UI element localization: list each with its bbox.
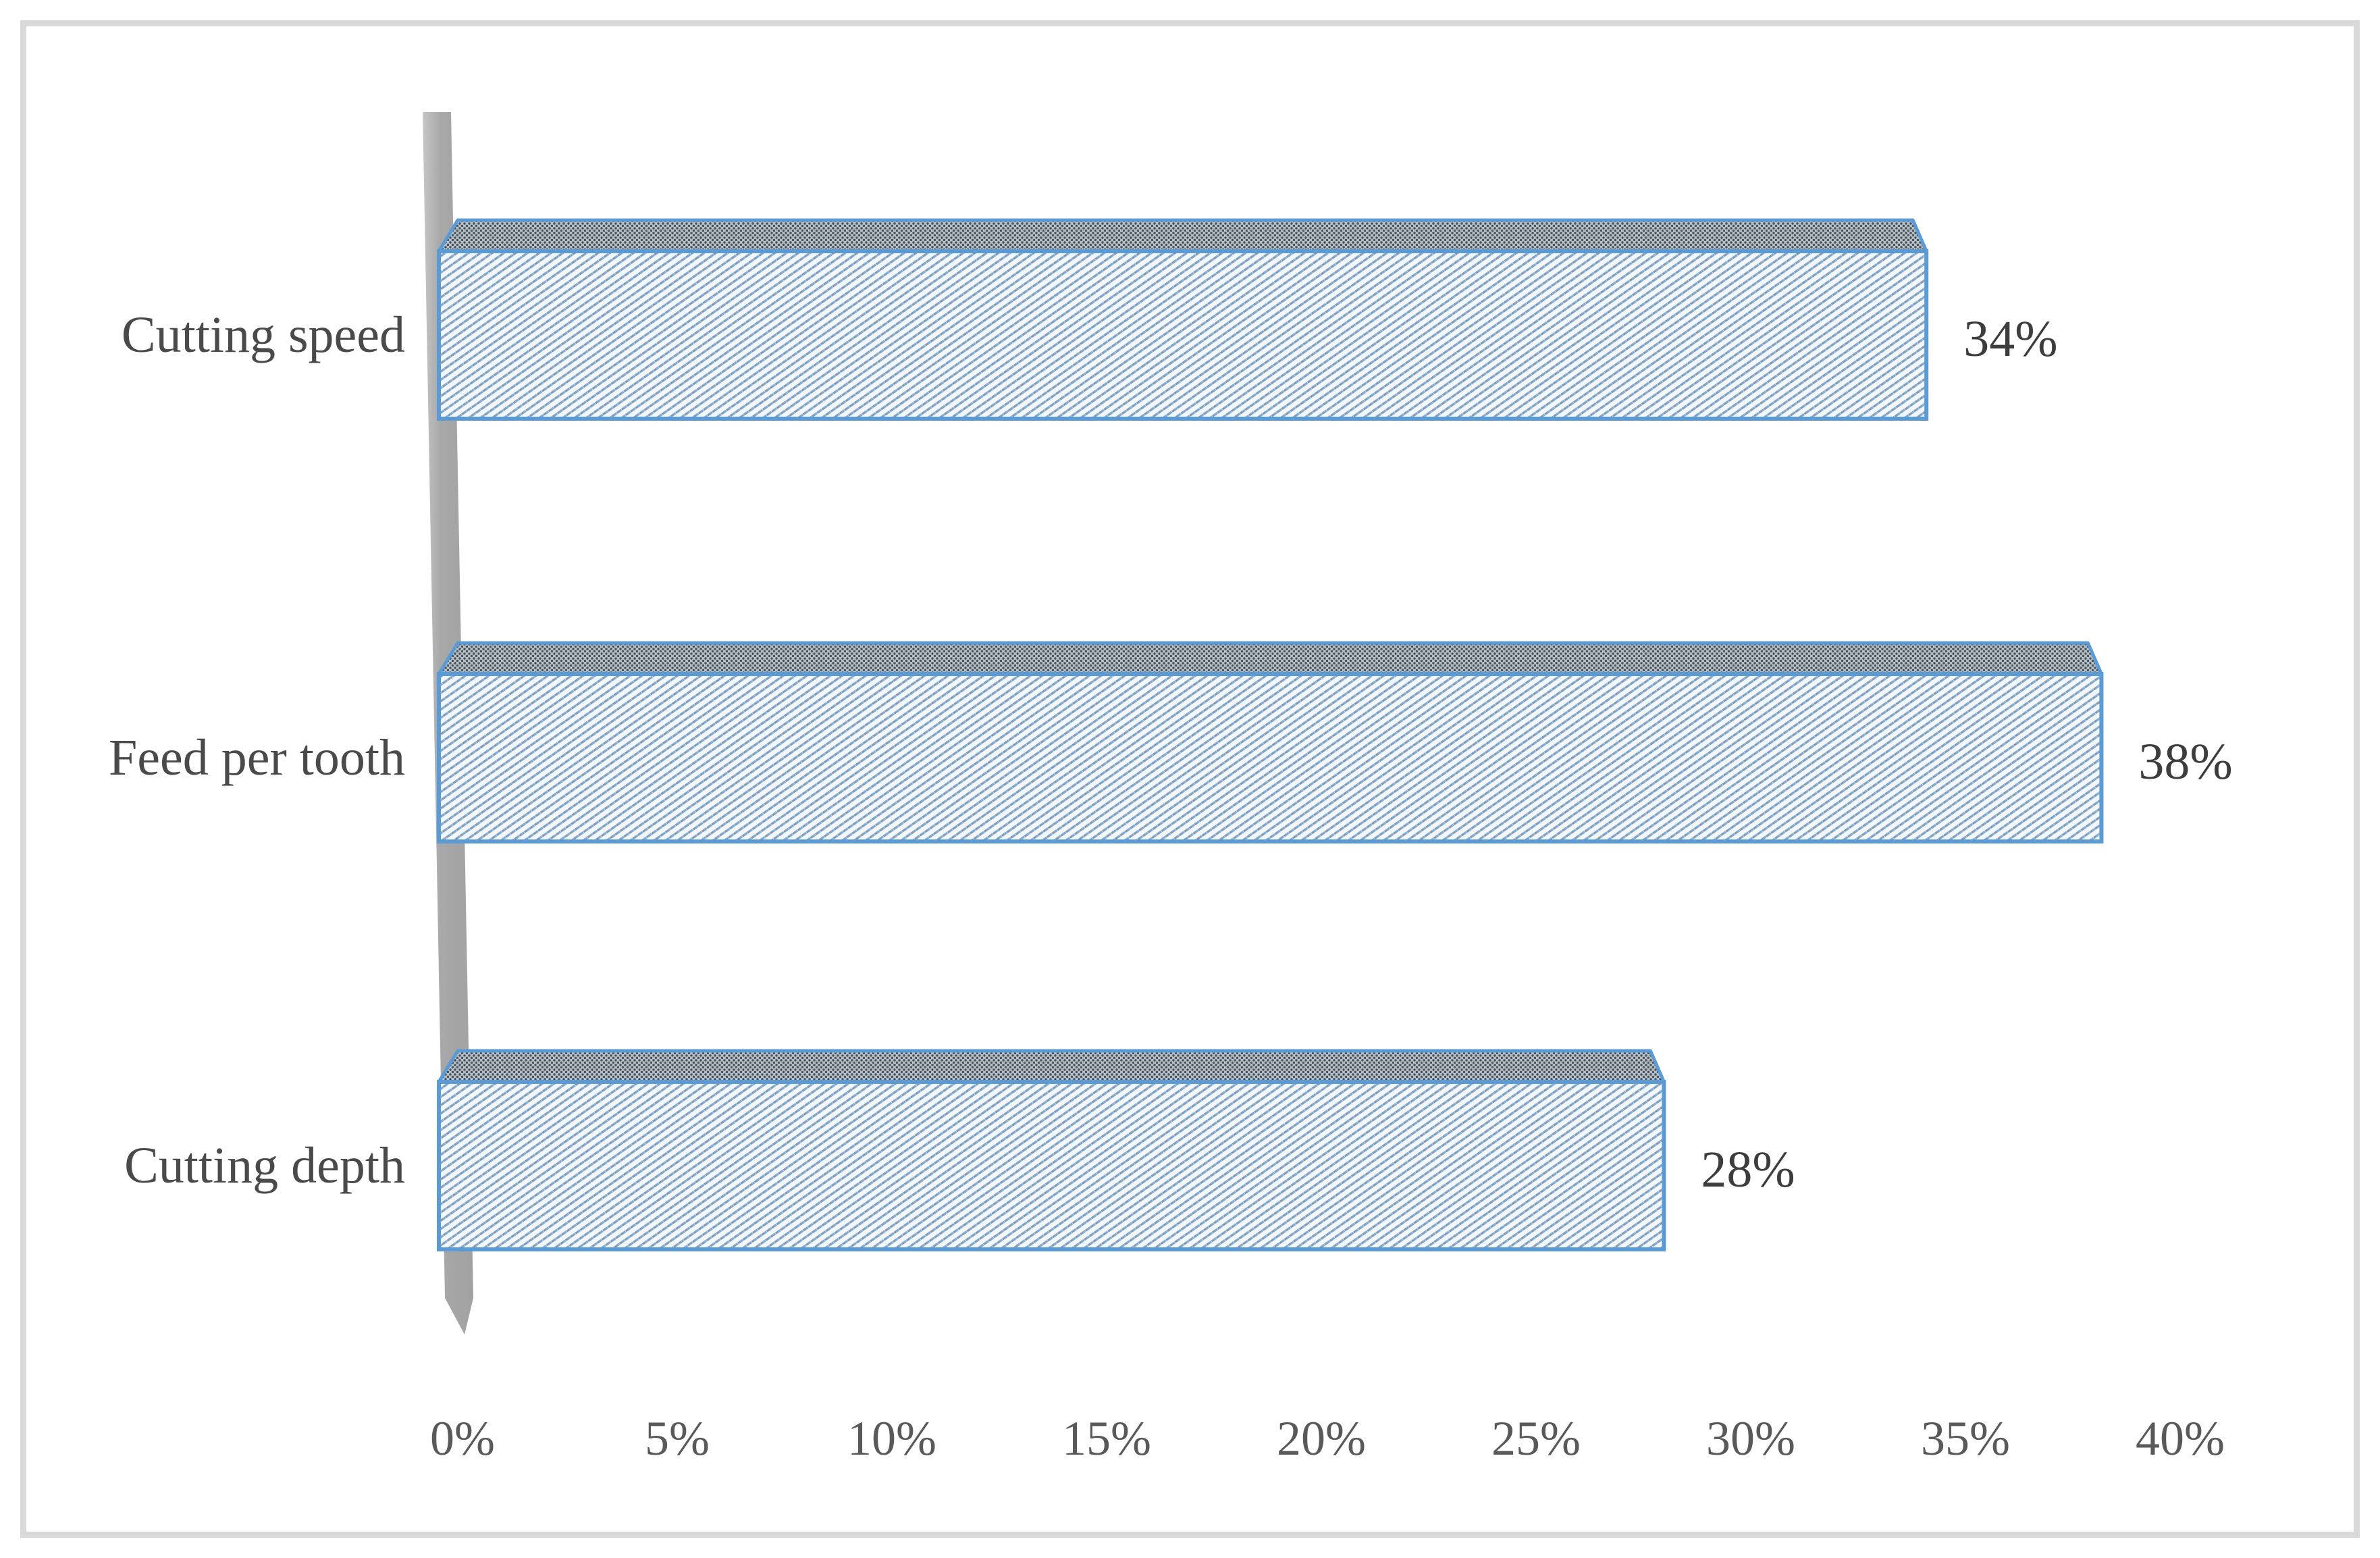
value-label: 38% — [2138, 733, 2233, 790]
x-tick-label: 25% — [1491, 1411, 1581, 1465]
bar-front-face — [437, 672, 2104, 843]
x-tick-label: 5% — [645, 1411, 710, 1465]
bar-top-face — [437, 641, 2103, 676]
bar-front-face — [437, 249, 1929, 421]
x-tick-label: 15% — [1062, 1411, 1151, 1465]
x-tick-label: 35% — [1921, 1411, 2010, 1465]
bar-top-face — [437, 1049, 1666, 1084]
category-label: Cutting speed — [121, 307, 405, 363]
bar-front-face — [437, 1080, 1666, 1251]
value-label: 34% — [1963, 311, 2058, 367]
category-label: Cutting depth — [124, 1137, 405, 1194]
value-label: 28% — [1701, 1141, 1795, 1198]
x-tick-label: 40% — [2136, 1411, 2225, 1465]
x-tick-label: 0% — [430, 1411, 495, 1465]
x-tick-label: 10% — [847, 1411, 936, 1465]
x-tick-label: 20% — [1277, 1411, 1366, 1465]
bar-top-face — [437, 218, 1928, 253]
category-label: Feed per tooth — [108, 729, 405, 786]
x-tick-label: 30% — [1706, 1411, 1795, 1465]
